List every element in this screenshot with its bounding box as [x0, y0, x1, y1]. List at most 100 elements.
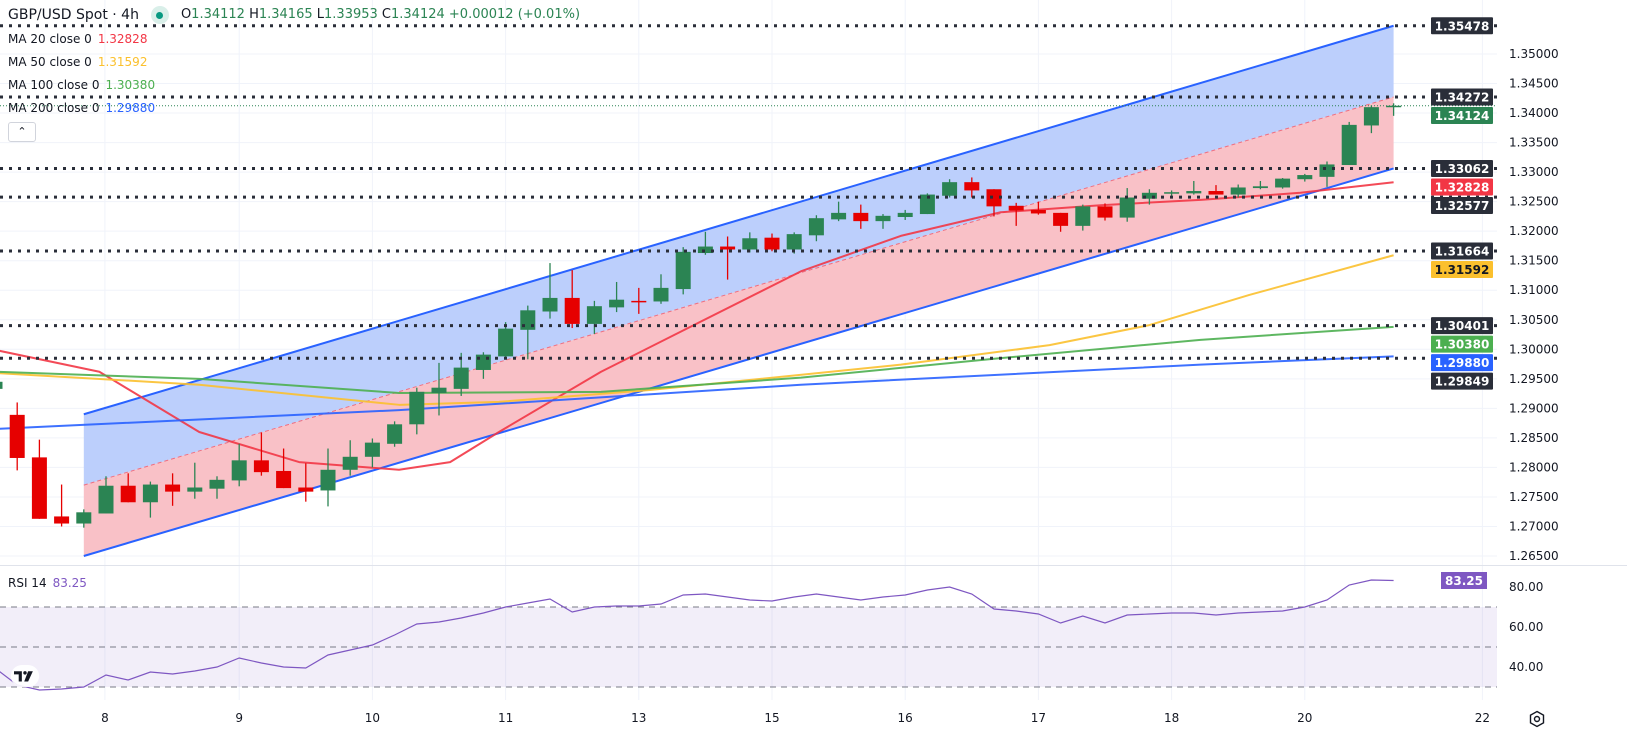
candle-body [697, 246, 713, 254]
collapse-legend-button[interactable]: ⌃ [8, 122, 36, 142]
candle-bearish [1008, 202, 1024, 226]
candle-bullish [1341, 121, 1357, 166]
candle-body [831, 212, 847, 220]
candle-body [0, 381, 3, 389]
candle-body [609, 299, 625, 308]
indicator-ma-row[interactable]: MA 50 close 0 1.31592 [8, 54, 580, 70]
candle-bearish [120, 473, 136, 503]
price-label-text: 1.32577 [1435, 199, 1490, 213]
time-tick-label[interactable]: 10 [365, 711, 380, 725]
indicator-label: MA 200 close 0 [8, 101, 100, 115]
candle-bullish [187, 462, 203, 499]
time-tick-label[interactable]: 15 [764, 711, 779, 725]
candle-bearish [1053, 212, 1069, 232]
price-label-text: 1.34124 [1435, 109, 1490, 123]
time-tick-label[interactable]: 18 [1164, 711, 1179, 725]
price-label-text: 1.34272 [1435, 90, 1490, 104]
candle-body [1297, 175, 1313, 180]
time-tick-label[interactable]: 8 [101, 711, 109, 725]
candle-body [1186, 191, 1202, 194]
time-tick-label[interactable]: 9 [235, 711, 243, 725]
time-tick-label[interactable]: 11 [498, 711, 513, 725]
candle-bullish [697, 231, 713, 255]
candle-bearish [986, 189, 1002, 217]
candle-bearish [964, 177, 980, 198]
price-tick-label: 1.29000 [1509, 401, 1559, 415]
candle-body [320, 469, 336, 491]
candle-bullish [453, 352, 469, 396]
level-price-label: 1.34272 [1431, 88, 1493, 106]
price-label-box [1431, 372, 1493, 390]
time-tick-label[interactable]: 17 [1031, 711, 1046, 725]
price-label-text: 1.30401 [1435, 319, 1490, 333]
rsi-value: 83.25 [52, 576, 87, 590]
ohlc-values: O1.34112 H1.34165 L1.33953 C1.34124 +0.0… [181, 7, 580, 23]
close-label: C [381, 7, 391, 22]
candle-bullish [875, 214, 891, 229]
level-price-label: 1.29849 [1431, 372, 1493, 390]
candle-body [387, 424, 403, 444]
candle-body [1053, 212, 1069, 226]
candle-bullish [542, 263, 558, 319]
candle-body [165, 484, 181, 492]
indicator-ma-row[interactable]: MA 20 close 0 1.32828 [8, 31, 580, 47]
horizontal-levels[interactable] [0, 24, 1497, 360]
channel-middle-line[interactable] [83, 96, 1394, 486]
candle-body [720, 246, 736, 250]
price-tick-label: 1.30500 [1509, 313, 1559, 327]
price-tick-label: 1.34500 [1509, 77, 1559, 91]
candle-bullish [609, 281, 625, 313]
candle-bearish [31, 439, 47, 519]
settings-gear-icon[interactable] [1528, 710, 1546, 728]
price-axis[interactable]: 1.35000 1.34500 1.34000 1.33500 1.33000 1.325… [1431, 17, 1559, 674]
candle-bullish [320, 448, 336, 507]
indicator-label: MA 100 close 0 [8, 78, 100, 92]
price-tick-label: 1.31000 [1509, 283, 1559, 297]
candle-bearish [764, 233, 780, 252]
channel-upper-fill [83, 25, 1394, 486]
candle-body [1275, 178, 1291, 188]
symbol-header: GBP/USD Spot · 4h O1.34112 H1.34165 L1.3… [8, 6, 580, 24]
price-tick-label: 1.27000 [1509, 519, 1559, 533]
price-label-text: 1.29880 [1435, 356, 1490, 370]
candle-body [76, 512, 92, 524]
price-tick-label: 1.26500 [1509, 549, 1559, 563]
indicator-ma-row[interactable]: MA 200 close 0 1.29880 [8, 100, 580, 116]
candle-body [1075, 206, 1091, 226]
rsi-legend[interactable]: RSI 14 83.25 [8, 576, 87, 590]
low-value: 1.33953 [324, 7, 378, 22]
candle-body [31, 457, 47, 519]
candle-bearish [1030, 201, 1046, 215]
chart-legend: GBP/USD Spot · 4h O1.34112 H1.34165 L1.3… [8, 6, 580, 142]
candle-bullish [431, 362, 447, 416]
tradingview-logo-icon[interactable] [10, 665, 40, 687]
time-tick-label[interactable]: 20 [1297, 711, 1312, 725]
candle-body [431, 387, 447, 394]
candle-body [1363, 107, 1379, 126]
price-label-box [1431, 335, 1493, 353]
time-tick-label[interactable]: 22 [1475, 711, 1490, 725]
candle-body [231, 460, 247, 481]
time-axis[interactable]: 8 9 10 11 13 15 16 17 18 20 22 [101, 711, 1490, 725]
candle-bearish [564, 270, 580, 329]
rsi-band [0, 606, 1497, 688]
candle-body [1141, 192, 1157, 199]
channel-upper-line[interactable] [83, 24, 1394, 416]
rsi-pane [0, 579, 1394, 691]
price-label-box [1431, 159, 1493, 177]
time-tick-label[interactable]: 16 [898, 711, 913, 725]
indicator-list: MA 20 close 0 1.32828 MA 50 close 0 1.31592… [8, 31, 580, 116]
candle-body [786, 234, 802, 250]
candle-bearish [720, 236, 736, 280]
rsi-label-box [1441, 572, 1487, 589]
candle-body [498, 328, 514, 357]
time-tick-label[interactable]: 13 [631, 711, 646, 725]
candle-body [1030, 209, 1046, 214]
candle-bearish [1097, 203, 1113, 221]
indicator-ma-row[interactable]: MA 100 close 0 1.30380 [8, 77, 580, 93]
ma-line-ma20 [0, 181, 1394, 471]
price-tick-label: 1.29500 [1509, 372, 1559, 386]
market-status-icon[interactable] [150, 6, 169, 24]
symbol-title[interactable]: GBP/USD Spot · 4h [8, 7, 139, 23]
